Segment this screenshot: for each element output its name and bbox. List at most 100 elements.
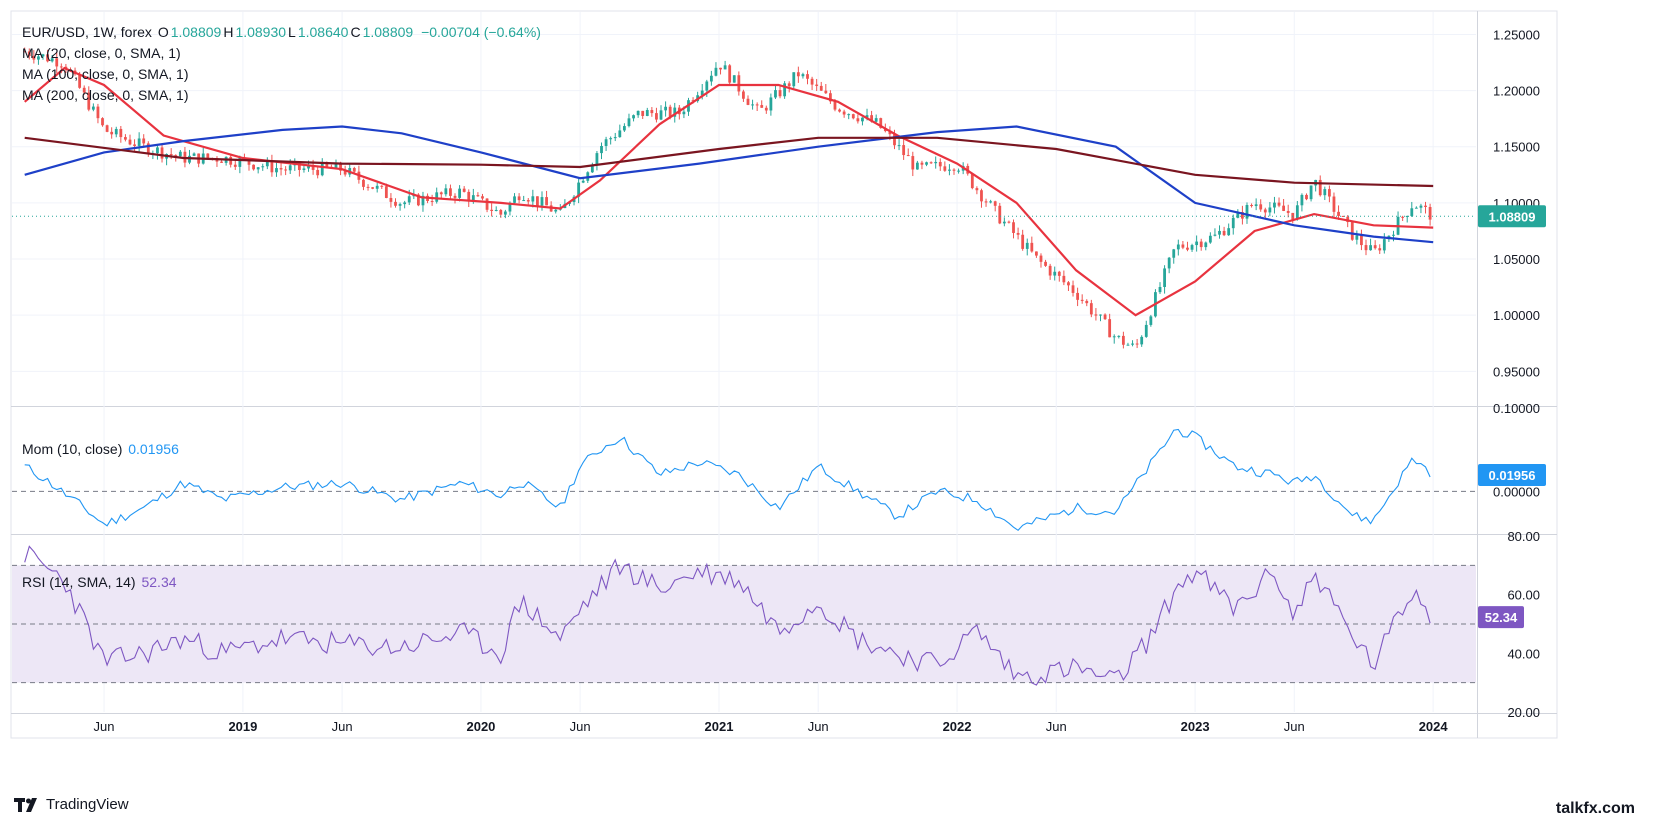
- x-tick-label: Jun: [94, 719, 115, 734]
- candle-body: [1208, 235, 1212, 243]
- candle-body: [1167, 257, 1171, 269]
- candle-body: [142, 138, 146, 144]
- price-tick-label: 1.25000: [1493, 27, 1540, 42]
- candle-body: [256, 167, 260, 170]
- candle-body: [952, 169, 956, 171]
- candle-body: [545, 197, 548, 206]
- candle-body: [476, 195, 480, 197]
- ma100-legend[interactable]: MA (100, close, 0, SMA, 1): [22, 66, 189, 82]
- candle-body: [334, 163, 338, 169]
- candle-body: [1410, 208, 1414, 216]
- candle-body: [1199, 241, 1203, 248]
- candle-body: [1108, 319, 1112, 338]
- ma100-line: [24, 125, 1434, 244]
- ma200-line: [24, 136, 1434, 188]
- candle-body: [641, 110, 645, 116]
- candle-body: [554, 209, 558, 212]
- x-tick-label: 2020: [466, 719, 495, 734]
- candle-body: [1181, 244, 1185, 248]
- candle-body: [513, 196, 516, 203]
- candle-body: [206, 153, 210, 159]
- candle-body: [705, 81, 709, 91]
- candle-body: [101, 118, 104, 126]
- candle-body: [1295, 205, 1299, 220]
- candle-body: [1236, 212, 1240, 218]
- candle-body: [1057, 271, 1061, 276]
- candle-body: [1025, 242, 1029, 249]
- candle-body: [252, 164, 255, 170]
- candle-body: [458, 188, 461, 198]
- rsi-tick-label: 80.00: [1507, 529, 1540, 544]
- candle-body: [714, 67, 718, 76]
- candle-body: [540, 197, 544, 206]
- candle-body: [879, 118, 883, 128]
- candle-body: [595, 153, 599, 165]
- rsi-line: [24, 545, 1431, 686]
- candle-body: [1135, 343, 1139, 345]
- candle-body: [105, 125, 109, 132]
- price-tick-label: 1.15000: [1493, 140, 1540, 155]
- candle-body: [655, 113, 658, 120]
- candle-body: [96, 106, 100, 119]
- candle-body: [1035, 251, 1038, 256]
- candle-body: [1378, 248, 1382, 251]
- candle-body: [297, 162, 301, 171]
- candle-body: [1053, 271, 1057, 276]
- candle-body: [792, 72, 796, 87]
- price-tick-label: 0.95000: [1493, 364, 1540, 379]
- candle-body: [1419, 205, 1423, 208]
- price-tick-label: 1.00000: [1493, 308, 1540, 323]
- candle-body: [1103, 314, 1107, 320]
- candle-body: [1186, 247, 1189, 250]
- candle-body: [1360, 235, 1363, 246]
- candle-body: [339, 163, 342, 171]
- candle-body: [1231, 217, 1235, 229]
- ma200-legend[interactable]: MA (200, close, 0, SMA, 1): [22, 87, 189, 103]
- candle-body: [169, 154, 173, 156]
- candle-body: [366, 186, 370, 188]
- candle-body: [91, 106, 95, 110]
- candle-body: [270, 160, 274, 173]
- x-tick-label: Jun: [332, 719, 353, 734]
- mom-tick-label: 0.00000: [1493, 484, 1540, 499]
- x-tick-label: 2024: [1419, 719, 1449, 734]
- candle-body: [87, 92, 91, 110]
- candle-body: [1305, 194, 1308, 200]
- ma20-legend[interactable]: MA (20, close, 0, SMA, 1): [22, 45, 181, 61]
- candle-body: [650, 110, 654, 114]
- candle-body: [398, 204, 402, 206]
- candle-body: [380, 185, 384, 187]
- candle-body: [1323, 189, 1327, 196]
- candle-body: [1030, 242, 1034, 252]
- candle-body: [737, 75, 741, 92]
- candle-body: [1355, 235, 1359, 240]
- candle-body: [806, 74, 809, 79]
- x-tick-label: Jun: [1284, 719, 1305, 734]
- candle-body: [265, 160, 269, 167]
- candle-body: [110, 131, 114, 135]
- candle-body: [302, 168, 306, 171]
- tradingview-icon: [14, 797, 37, 812]
- candle-body: [1067, 282, 1070, 286]
- candle-body: [861, 117, 864, 122]
- candle-body: [128, 139, 132, 145]
- candle-body: [1373, 245, 1377, 249]
- ma20-line: [23, 66, 1434, 317]
- candle-body: [613, 137, 617, 139]
- candle-body: [590, 164, 594, 173]
- candle-body: [1149, 316, 1153, 325]
- candle-body: [124, 137, 127, 140]
- candle-body: [1263, 209, 1267, 213]
- candle-body: [503, 211, 507, 215]
- x-tick-label: 2022: [943, 719, 972, 734]
- rsi-legend[interactable]: RSI (14, SMA, 14) 52.34: [22, 574, 179, 590]
- candle-body: [1424, 205, 1427, 208]
- mom-legend[interactable]: Mom (10, close) 0.01956: [22, 441, 181, 457]
- tradingview-logo[interactable]: TradingView: [14, 796, 129, 813]
- candle-body: [1268, 207, 1272, 213]
- rsi-value-label: 52.34: [1485, 610, 1518, 625]
- rsi-tick-label: 60.00: [1507, 588, 1540, 603]
- candle-body: [1222, 230, 1226, 236]
- candle-body: [37, 56, 40, 60]
